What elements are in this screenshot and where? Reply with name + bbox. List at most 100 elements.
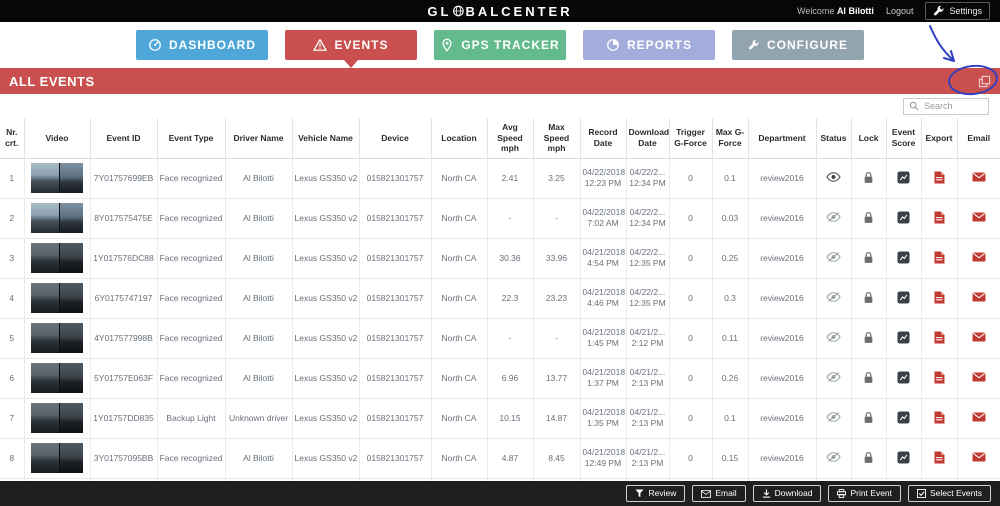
event-score-icon[interactable]: [897, 211, 910, 224]
video-thumbnail[interactable]: [31, 283, 83, 314]
eye-off-icon[interactable]: [826, 292, 841, 303]
eye-off-icon[interactable]: [826, 252, 841, 263]
page-title: ALL EVENTS: [9, 73, 95, 89]
funnel-icon: [635, 489, 645, 498]
event-score-icon[interactable]: [897, 291, 910, 304]
brand-logo: GL BALCENTER: [427, 4, 572, 19]
video-thumbnail[interactable]: [31, 363, 83, 394]
nav-tab-gps-tracker[interactable]: GPS TRACKER: [434, 30, 566, 60]
cell-device: 015821301757: [359, 238, 432, 279]
cell-record_time: 1:37 PM: [587, 378, 619, 389]
video-thumbnail[interactable]: [31, 163, 83, 194]
review-button[interactable]: Review: [626, 485, 686, 502]
nav-tab-reports[interactable]: REPORTS: [583, 30, 715, 60]
cell-trigger_g: 0: [669, 438, 713, 479]
pdf-export-icon[interactable]: [934, 171, 945, 184]
pdf-export-icon[interactable]: [934, 371, 945, 384]
column-header-event-score: Event Score: [886, 118, 922, 159]
event-score-icon[interactable]: [897, 411, 910, 424]
nav-tab-configure[interactable]: CONFIGURE: [732, 30, 864, 60]
pdf-export-icon[interactable]: [934, 211, 945, 224]
email-button[interactable]: Email: [692, 485, 746, 502]
cell-download_date: 04/21/2...: [629, 326, 666, 337]
event-score-icon[interactable]: [897, 171, 910, 184]
cell-avg_speed: -: [487, 318, 534, 359]
pdf-export-icon[interactable]: [934, 451, 945, 464]
column-header-event-type: Event Type: [157, 118, 226, 159]
cell-driver: Al Bilotti: [225, 238, 293, 279]
nav-tab-label: CONFIGURE: [767, 38, 848, 52]
cell-event_type: Face recognized: [157, 278, 226, 319]
cell-avg_speed: -: [487, 198, 534, 239]
cell-avg_speed: 2.41: [487, 158, 534, 199]
email-icon[interactable]: [972, 292, 986, 302]
cell-location: North CA: [431, 198, 488, 239]
event-score-icon[interactable]: [897, 251, 910, 264]
video-thumbnail[interactable]: [31, 203, 83, 234]
video-thumbnail[interactable]: [31, 323, 83, 354]
column-header-trigger-g-force: Trigger G-Force: [669, 118, 713, 159]
lock-icon[interactable]: [863, 411, 874, 424]
eye-off-icon[interactable]: [826, 412, 841, 423]
pdf-export-icon[interactable]: [934, 251, 945, 264]
cell-department: review2016: [748, 158, 817, 199]
eye-off-icon[interactable]: [826, 332, 841, 343]
cell-avg_speed: 6.96: [487, 358, 534, 399]
eye-off-icon[interactable]: [826, 372, 841, 383]
eye-icon[interactable]: [826, 172, 841, 183]
lock-icon[interactable]: [863, 371, 874, 384]
eye-off-icon[interactable]: [826, 452, 841, 463]
pdf-export-icon[interactable]: [934, 411, 945, 424]
cell-event_id: 5Y01757E063F: [90, 358, 158, 399]
printer-icon: [837, 489, 847, 498]
email-icon[interactable]: [972, 252, 986, 262]
pdf-export-icon[interactable]: [934, 291, 945, 304]
cell-event_id: 1Y017576DC88: [90, 238, 158, 279]
cell-location: North CA: [431, 398, 488, 439]
lock-icon[interactable]: [863, 451, 874, 464]
email-icon[interactable]: [972, 332, 986, 342]
cell-record_time: 1:35 PM: [587, 418, 619, 429]
event-score-icon[interactable]: [897, 331, 910, 344]
email-icon[interactable]: [972, 452, 986, 462]
email-icon[interactable]: [972, 372, 986, 382]
video-thumbnail[interactable]: [31, 443, 83, 474]
lock-icon[interactable]: [863, 171, 874, 184]
column-header-video: Video: [24, 118, 91, 159]
print-event-button[interactable]: Print Event: [828, 485, 902, 502]
lock-icon[interactable]: [863, 211, 874, 224]
cell-nr: 2: [0, 198, 25, 239]
lock-icon[interactable]: [863, 331, 874, 344]
email-icon[interactable]: [972, 172, 986, 182]
cell-record_time: 12:49 PM: [584, 458, 622, 469]
column-header-event-id: Event ID: [90, 118, 158, 159]
email-icon[interactable]: [972, 212, 986, 222]
export-events-icon[interactable]: [978, 75, 991, 88]
event-score-icon[interactable]: [897, 371, 910, 384]
pdf-export-icon[interactable]: [934, 331, 945, 344]
lock-icon[interactable]: [863, 251, 874, 264]
download-button[interactable]: Download: [752, 485, 822, 502]
globe-icon: [452, 5, 464, 17]
lock-icon[interactable]: [863, 291, 874, 304]
email-icon[interactable]: [972, 412, 986, 422]
search-input[interactable]: [922, 100, 983, 112]
select-events-button[interactable]: Select Events: [908, 485, 991, 502]
nav-tab-label: REPORTS: [626, 38, 692, 52]
column-header-record-date: Record Date: [580, 118, 627, 159]
nav-tab-dashboard[interactable]: DASHBOARD: [136, 30, 268, 60]
settings-button[interactable]: Settings: [925, 2, 990, 20]
logout-link[interactable]: Logout: [885, 6, 914, 16]
footer-button-label: Review: [648, 488, 677, 499]
topbar: GL BALCENTER Welcome Al Bilotti Logout S…: [0, 0, 1000, 22]
event-score-icon[interactable]: [897, 451, 910, 464]
video-thumbnail[interactable]: [31, 403, 83, 434]
nav-tab-events[interactable]: EVENTS: [285, 30, 417, 68]
cell-record_date: 04/21/2018: [582, 366, 626, 377]
video-thumbnail[interactable]: [31, 243, 83, 274]
cell-event_type: Face recognized: [157, 358, 226, 399]
column-header-device: Device: [359, 118, 432, 159]
cell-record_date: 04/21/2018: [582, 246, 626, 257]
cell-event_type: Face recognized: [157, 438, 226, 479]
eye-off-icon[interactable]: [826, 212, 841, 223]
